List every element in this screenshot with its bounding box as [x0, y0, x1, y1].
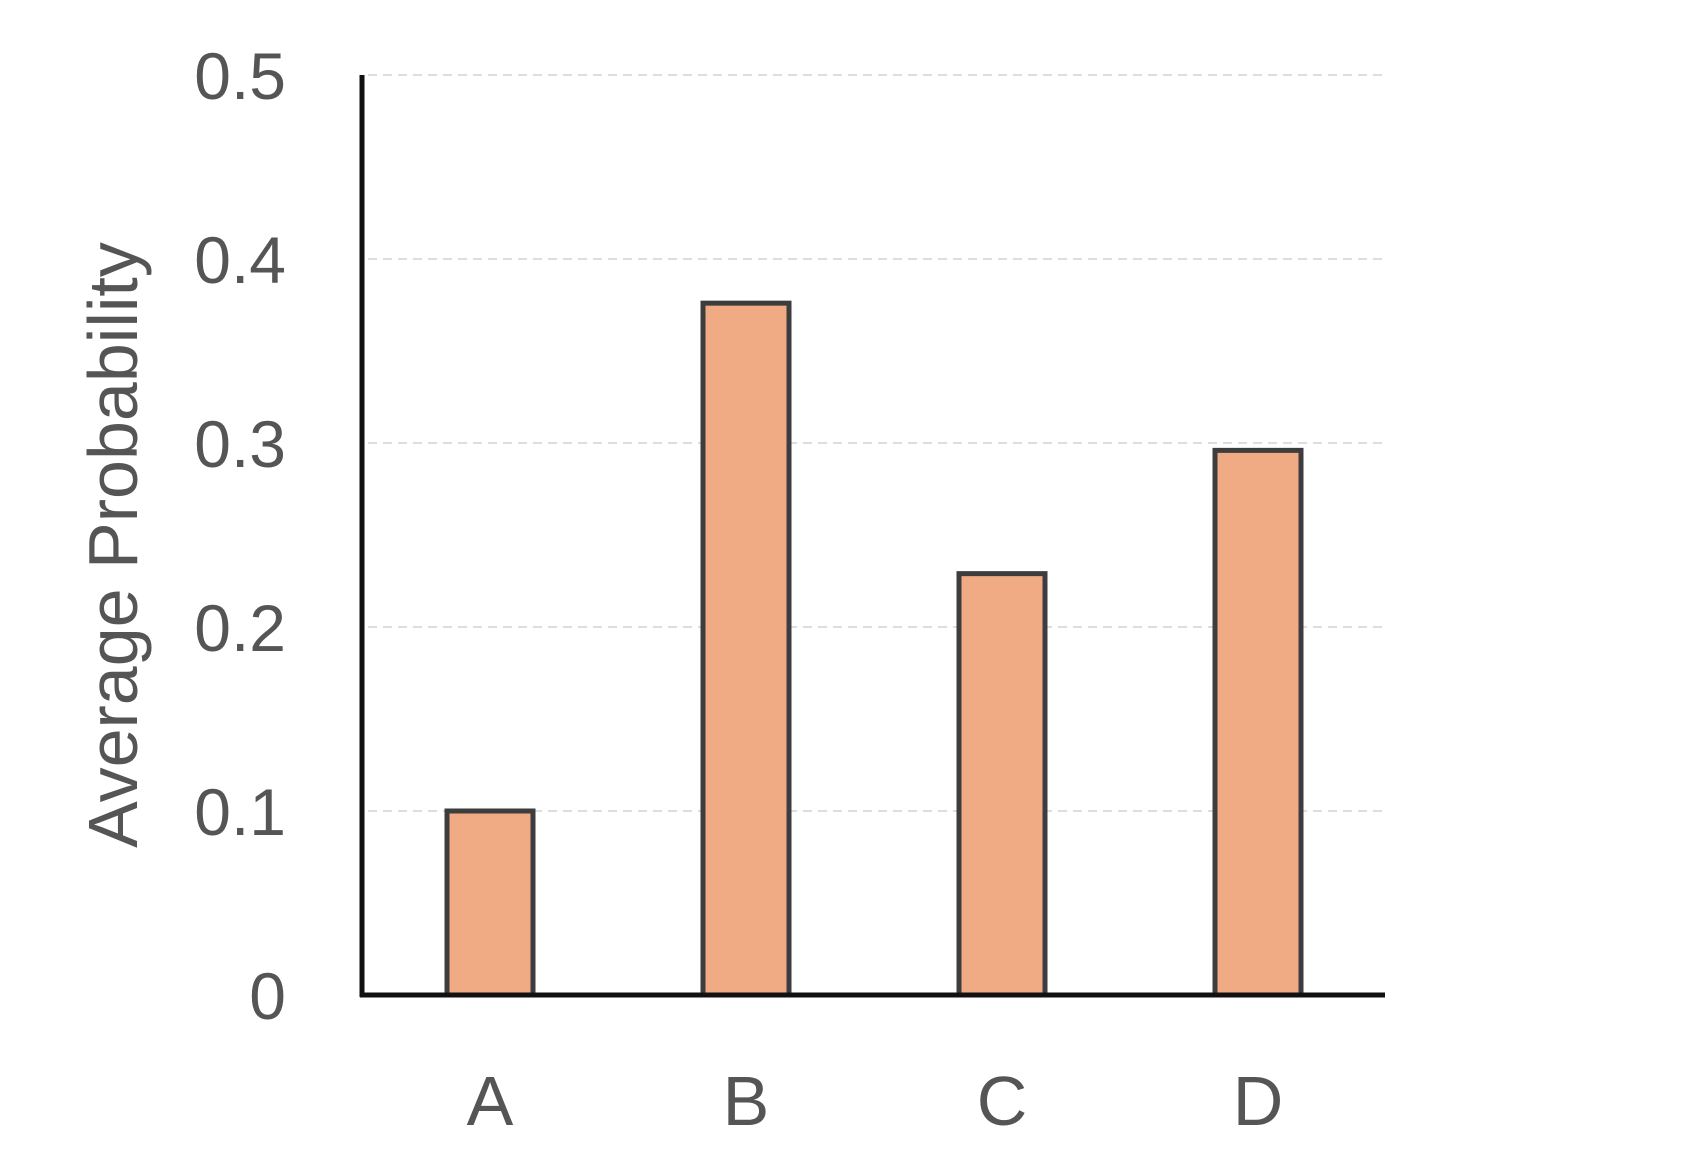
y-tick-label: 0 — [249, 959, 286, 1033]
bar-b — [700, 300, 792, 998]
bar-layer — [444, 300, 1304, 998]
y-tick-label: 0.2 — [194, 591, 286, 665]
bar-c — [956, 571, 1048, 998]
y-tick-label: 0.1 — [194, 775, 286, 849]
x-tick-label: B — [723, 1062, 770, 1140]
x-tick-labels: A B C D — [467, 1062, 1284, 1140]
x-tick-label: D — [1233, 1062, 1284, 1140]
y-tick-label: 0.5 — [194, 39, 286, 113]
y-tick-labels: 0 0.1 0.2 0.3 0.4 0.5 — [194, 39, 286, 1033]
x-tick-label: A — [467, 1062, 514, 1140]
y-tick-label: 0.3 — [194, 407, 286, 481]
bar-d — [1212, 447, 1304, 998]
y-tick-label: 0.4 — [194, 223, 286, 297]
axis-layer — [359, 75, 1385, 998]
y-axis-title: Average Probability — [74, 242, 152, 848]
x-tick-label: C — [977, 1062, 1028, 1140]
bar-a — [444, 808, 536, 998]
